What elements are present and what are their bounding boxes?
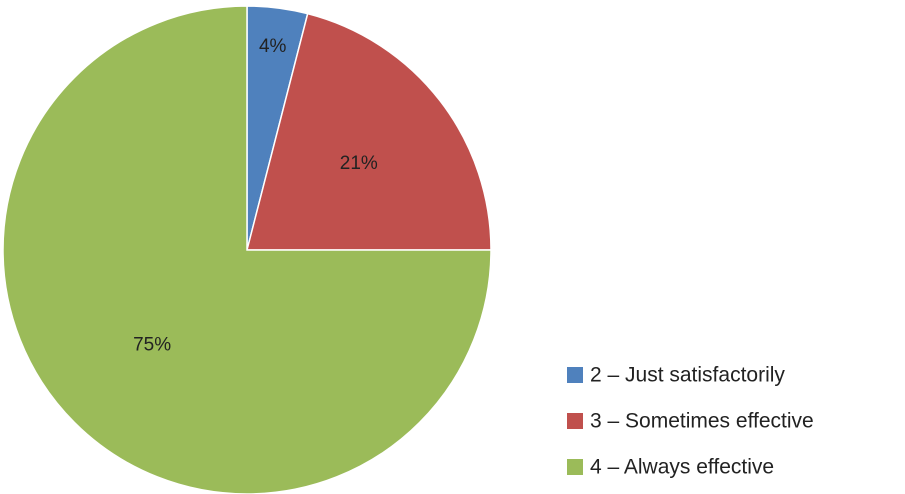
slice-label-2: 21%	[340, 153, 378, 174]
legend-swatch-1	[567, 367, 583, 383]
legend-label-2: 3 – Sometimes effective	[590, 410, 814, 433]
legend-label-1: 2 – Just satisfactorily	[590, 364, 785, 387]
legend-swatch-3	[567, 459, 583, 475]
legend-label-3: 4 – Always effective	[590, 456, 774, 479]
pie-slice-2	[246, 12, 492, 251]
pie-slice-labels: 4% 21% 75%	[133, 36, 378, 355]
slice-label-1: 4%	[259, 36, 287, 57]
legend: 2 – Just satisfactorily 3 – Sometimes eff…	[567, 364, 814, 479]
pie-slice-3	[2, 5, 492, 494]
legend-swatch-2	[567, 413, 583, 429]
pie-slices	[2, 5, 492, 494]
slice-label-3: 75%	[133, 334, 171, 355]
